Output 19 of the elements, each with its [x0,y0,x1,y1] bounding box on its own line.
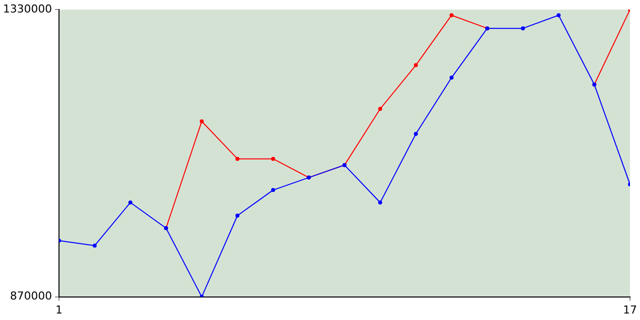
y-tick-label: 870000 [10,290,52,303]
point [414,132,418,136]
point [378,106,382,111]
x-tick-label: 1 [55,303,62,316]
point [271,156,276,161]
point [414,63,418,68]
y-tick-label: 1330000 [2,2,52,16]
point [128,200,132,205]
point [378,200,382,205]
point [450,76,454,80]
point [235,214,240,218]
point [520,26,525,30]
point [271,188,276,192]
point [92,244,97,248]
point [556,13,561,18]
point [235,156,240,161]
point [200,119,204,124]
point [450,13,454,18]
x-tick-label: 17 [623,303,637,316]
